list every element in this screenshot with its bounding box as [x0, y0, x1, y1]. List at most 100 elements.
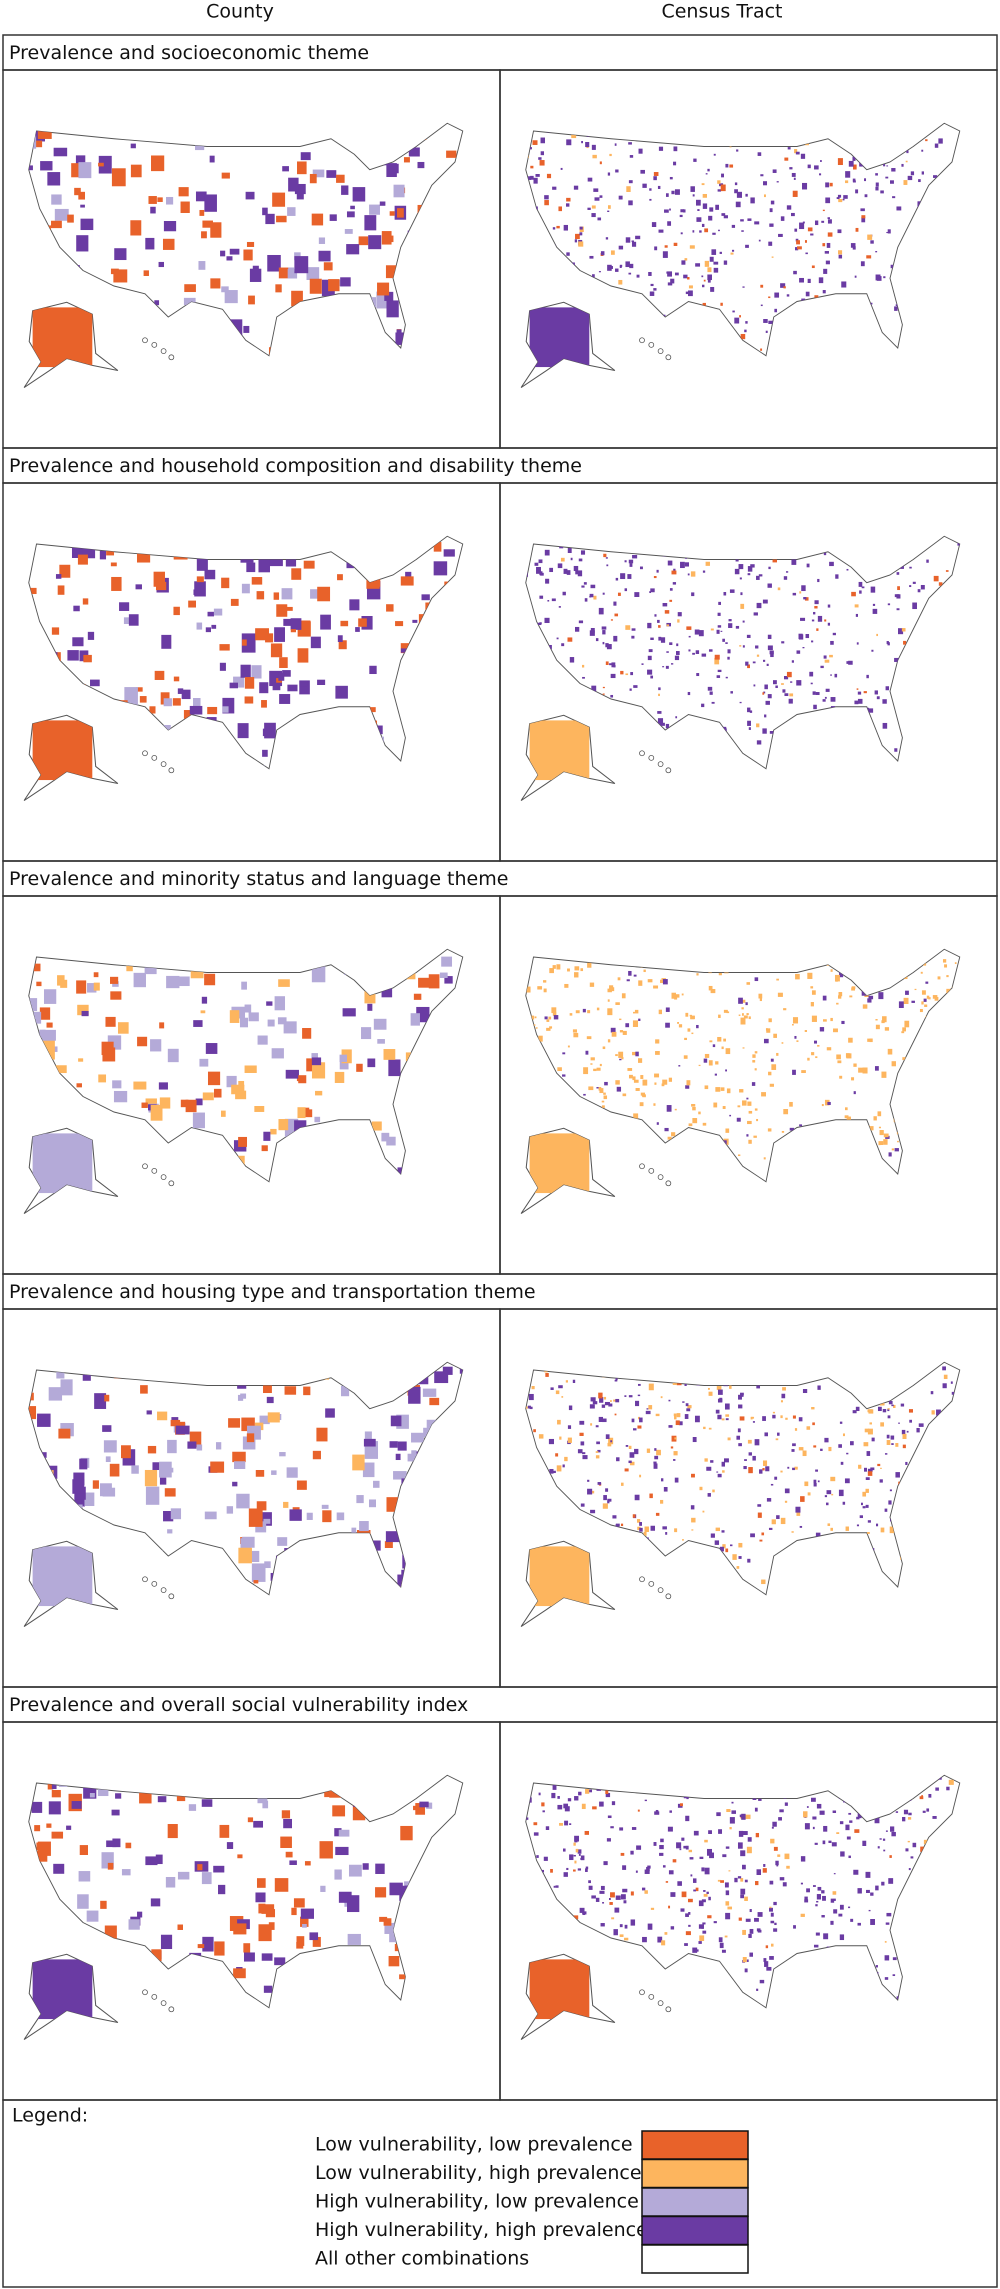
- map-region: [300, 152, 311, 161]
- map-region: [713, 1921, 717, 1924]
- map-region: [688, 290, 693, 297]
- map-region: [786, 205, 792, 210]
- map-region: [895, 1761, 900, 1766]
- map-region: [611, 1117, 616, 1122]
- map-region: [742, 1957, 747, 1963]
- map-region: [931, 1993, 934, 1996]
- map-region: [870, 1387, 873, 1390]
- map-region: [348, 964, 354, 971]
- map-region: [263, 1381, 272, 1394]
- map-region: [813, 1482, 817, 1487]
- map-region: [598, 1086, 602, 1091]
- map-region: [98, 162, 104, 167]
- map-region: [35, 140, 43, 148]
- map-region: [742, 1349, 744, 1352]
- map-region: [246, 540, 258, 549]
- map-region: [764, 1432, 769, 1437]
- map-region: [792, 1467, 795, 1471]
- map-region: [664, 209, 669, 213]
- hawaii: [142, 1163, 148, 1170]
- map-region: [599, 1157, 604, 1162]
- map-region: [589, 529, 593, 535]
- map-region: [721, 1530, 725, 1533]
- map-region: [959, 360, 963, 365]
- map-region: [590, 1057, 595, 1061]
- map-region: [769, 128, 774, 134]
- map-region: [112, 2008, 119, 2017]
- map-region: [593, 1977, 598, 1982]
- map-region: [664, 610, 670, 614]
- map-region: [590, 1397, 596, 1402]
- map-region: [592, 745, 595, 748]
- map-region: [655, 1512, 660, 1516]
- map-region: [740, 333, 746, 340]
- map-region: [139, 1958, 147, 1964]
- map-region: [898, 1341, 902, 1345]
- map-region: [631, 628, 636, 631]
- map-region: [128, 353, 142, 356]
- map-region: [80, 218, 94, 231]
- map-region: [673, 931, 676, 933]
- map-region: [926, 327, 932, 334]
- map-region: [643, 1531, 647, 1536]
- map-region: [922, 1044, 928, 1050]
- map-region: [136, 553, 151, 563]
- map-region: [802, 221, 805, 224]
- map-region: [296, 192, 304, 200]
- map-region: [273, 547, 286, 560]
- map-region: [767, 950, 770, 954]
- map-region: [531, 1536, 535, 1541]
- map-region: [763, 1157, 766, 1160]
- map-region: [872, 1394, 876, 1398]
- map-region: [888, 1500, 892, 1505]
- map-region: [768, 1527, 773, 1530]
- map-region: [413, 993, 422, 1000]
- map-region: [865, 1871, 871, 1878]
- map-region: [342, 1008, 356, 1017]
- map-region: [831, 1842, 837, 1847]
- map-region: [597, 1174, 600, 1177]
- map-region: [853, 1091, 856, 1095]
- map-region: [636, 274, 640, 278]
- map-region: [729, 1168, 732, 1172]
- map-region: [188, 1804, 197, 1811]
- map-region: [822, 347, 826, 351]
- map-region: [767, 634, 772, 639]
- hawaii: [142, 1576, 148, 1583]
- map-region: [584, 598, 588, 602]
- map-region: [586, 293, 591, 298]
- map-region: [648, 117, 652, 122]
- map-region: [565, 1380, 568, 1383]
- map-region: [762, 692, 765, 695]
- map-region: [793, 177, 796, 180]
- map-region: [613, 665, 616, 668]
- map-region: [290, 940, 300, 948]
- map-region: [740, 1793, 743, 1796]
- map-region: [28, 165, 33, 171]
- map-region: [522, 350, 524, 352]
- map-region: [954, 962, 957, 964]
- map-region: [709, 691, 713, 695]
- map-region: [297, 161, 307, 175]
- map-region: [683, 1791, 689, 1799]
- map-region: [820, 737, 824, 740]
- map-region: [316, 1959, 324, 1966]
- map-region: [826, 242, 831, 248]
- map-region: [611, 1031, 617, 1037]
- map-region: [602, 630, 606, 635]
- map-region: [792, 1017, 799, 1024]
- map-outline: [524, 535, 961, 770]
- map-region: [875, 274, 881, 281]
- map-region: [955, 763, 959, 768]
- map-region: [216, 958, 226, 969]
- map-region: [315, 1090, 323, 1096]
- map-region: [936, 1409, 941, 1416]
- map-region: [933, 575, 939, 582]
- map-region: [619, 1530, 622, 1534]
- map-region: [813, 1040, 818, 1044]
- map-region: [703, 1890, 706, 1892]
- map-region: [703, 1343, 705, 1345]
- map-region: [545, 1925, 550, 1930]
- map-region: [610, 1400, 612, 1402]
- map-region: [671, 746, 677, 754]
